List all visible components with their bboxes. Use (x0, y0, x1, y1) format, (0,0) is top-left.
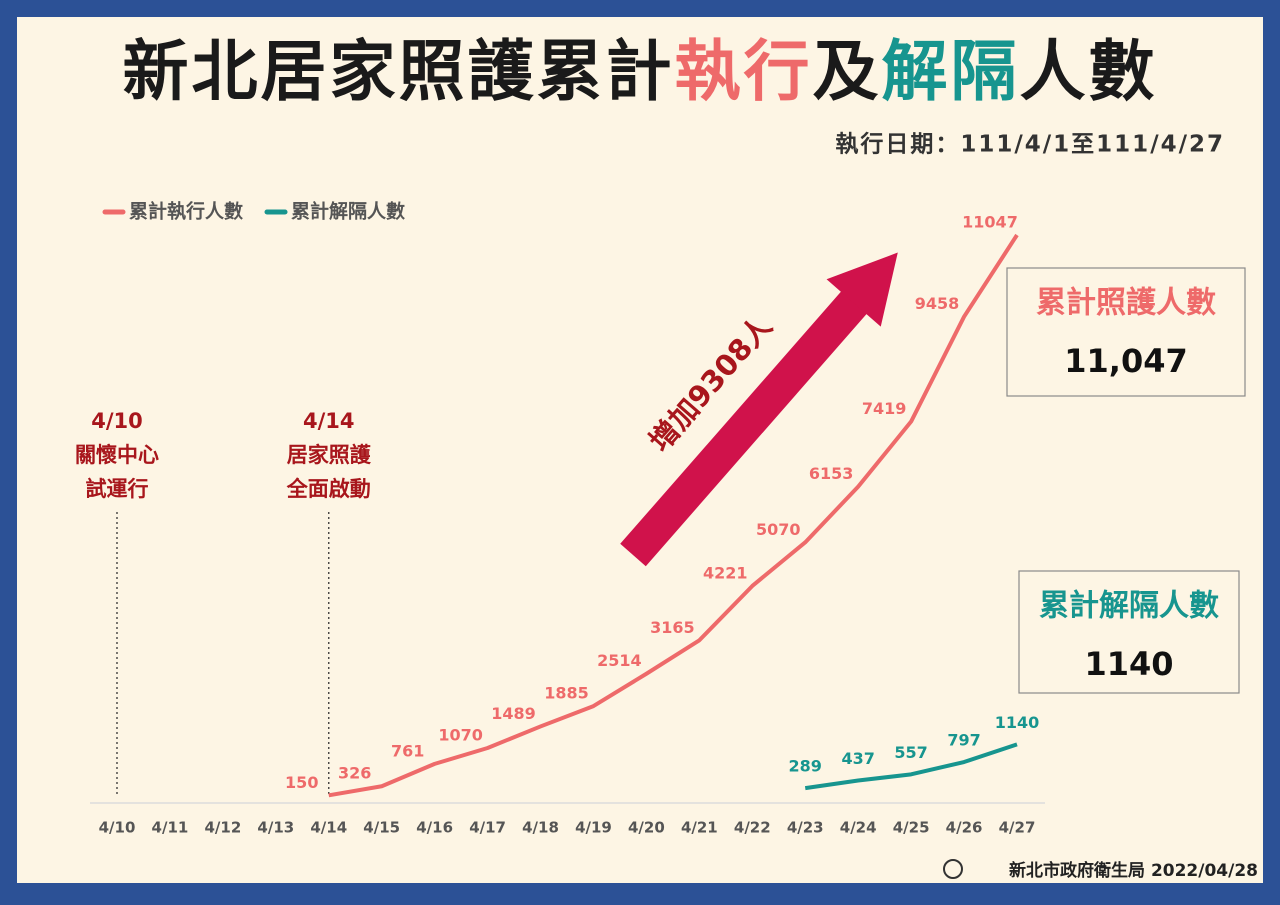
data-label: 5070 (756, 520, 801, 539)
event-label: 4/10 (91, 409, 143, 433)
data-label: 9458 (915, 294, 960, 313)
x-tick-label: 4/17 (469, 819, 506, 837)
data-label: 289 (789, 757, 822, 776)
footer: 新北市政府衛生局 2022/04/28 (1009, 860, 1258, 881)
data-label: 3165 (650, 618, 695, 637)
x-tick-label: 4/19 (575, 819, 612, 837)
x-tick-label: 4/23 (787, 819, 824, 837)
data-label: 11047 (962, 213, 1018, 232)
growth-arrow (620, 252, 898, 567)
title-part: 新北居家照護累計 (123, 33, 675, 110)
title-part: 人數 (1020, 33, 1158, 110)
legend-label: 累計解隔人數 (291, 200, 405, 223)
data-label: 326 (338, 764, 371, 783)
event-label: 試運行 (86, 477, 149, 501)
data-label: 1140 (995, 713, 1040, 732)
event-label: 全面啟動 (286, 477, 371, 501)
series-line (804, 742, 1018, 791)
data-label: 4221 (703, 563, 748, 582)
x-tick-label: 4/25 (893, 819, 930, 837)
title-part: 及 (813, 33, 882, 110)
event-label: 居家照護 (287, 443, 372, 467)
data-label: 1885 (544, 684, 589, 703)
x-tick-label: 4/24 (840, 819, 877, 837)
x-tick-label: 4/13 (257, 819, 294, 837)
data-label: 437 (841, 749, 874, 768)
data-label: 797 (947, 731, 980, 750)
summary-label: 累計解隔人數 (1039, 589, 1219, 624)
event-label: 4/14 (303, 409, 355, 433)
x-tick-label: 4/11 (152, 819, 189, 837)
legend-label: 累計執行人數 (129, 200, 243, 223)
data-label: 761 (391, 741, 424, 760)
summary-box (1006, 267, 1246, 397)
x-tick-label: 4/15 (363, 819, 400, 837)
subtitle: 執行日期：111/4/1至111/4/27 (835, 131, 1225, 158)
x-tick-label: 4/16 (416, 819, 453, 837)
data-label: 1489 (491, 704, 536, 723)
data-label: 150 (285, 773, 318, 792)
logo (943, 859, 963, 879)
event-label: 關懷中心 (75, 443, 159, 467)
x-tick-label: 4/14 (310, 819, 347, 837)
data-label: 1070 (438, 725, 483, 744)
x-tick-label: 4/12 (204, 819, 241, 837)
data-label: 557 (894, 743, 927, 762)
summary-label: 累計照護人數 (1036, 286, 1216, 321)
summary-value: 11,047 (1064, 342, 1187, 380)
x-tick-label: 4/10 (99, 819, 136, 837)
x-tick-label: 4/18 (522, 819, 559, 837)
x-tick-label: 4/20 (628, 819, 665, 837)
arrow-head (826, 252, 898, 327)
data-label: 7419 (862, 399, 907, 418)
title-part: 執行 (675, 33, 813, 110)
summary-value: 1140 (1084, 645, 1173, 683)
data-label: 6153 (809, 464, 854, 483)
data-label: 2514 (597, 651, 642, 670)
series-line (328, 233, 1019, 798)
summary-box (1018, 570, 1240, 694)
background (17, 17, 1263, 883)
arrow-shaft (620, 287, 870, 567)
title-part: 解隔 (882, 33, 1020, 110)
x-tick-label: 4/22 (734, 819, 771, 837)
x-tick-label: 4/27 (999, 819, 1036, 837)
x-tick-label: 4/26 (946, 819, 983, 837)
chart-title: 新北居家照護累計執行及解隔人數 (123, 33, 1158, 110)
x-tick-label: 4/21 (681, 819, 718, 837)
